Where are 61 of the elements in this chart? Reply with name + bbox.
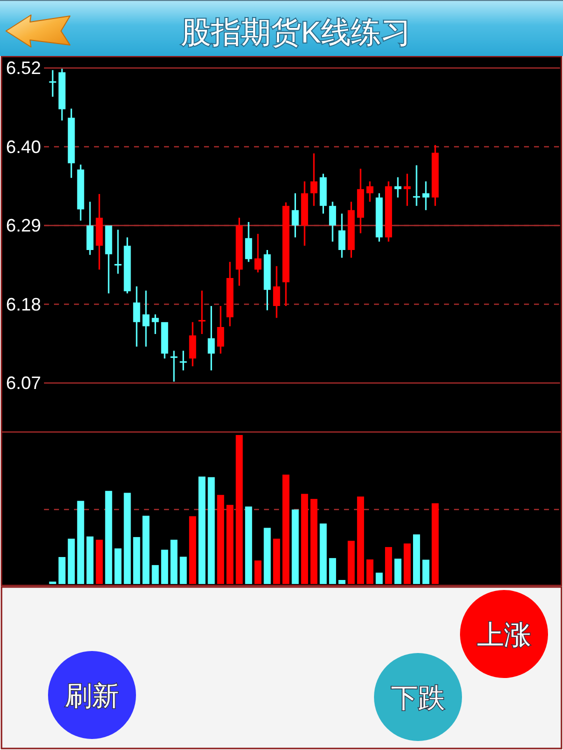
bar	[236, 435, 243, 584]
bar	[170, 540, 178, 584]
bar	[394, 558, 402, 584]
text: 刷新	[65, 681, 119, 711]
bar	[105, 490, 112, 584]
candlestick	[413, 165, 420, 206]
bar	[189, 516, 196, 584]
y-tick-label: 6.40	[6, 136, 42, 157]
bar	[86, 536, 94, 584]
bar	[320, 524, 327, 584]
y-tick-label: 6.07	[6, 373, 42, 393]
bar	[273, 538, 280, 584]
bar	[357, 496, 364, 584]
y-tick-label: 6.52	[6, 58, 42, 78]
bar	[338, 580, 346, 584]
round-button[interactable]	[374, 653, 462, 741]
candlestick	[198, 290, 206, 334]
round-button[interactable]	[460, 590, 548, 678]
candlestick	[180, 350, 187, 370]
candlestick	[170, 350, 178, 382]
bar	[282, 474, 290, 584]
bar	[124, 492, 131, 584]
bar	[133, 537, 140, 584]
bar	[310, 498, 318, 584]
round-button[interactable]	[48, 651, 136, 739]
bar	[301, 494, 308, 584]
bar	[77, 500, 84, 584]
bar	[422, 560, 430, 584]
bar	[404, 543, 411, 584]
bar	[376, 572, 383, 584]
bar	[217, 494, 224, 584]
candlestick	[114, 230, 122, 274]
candlestick	[142, 290, 150, 347]
bar	[385, 547, 392, 584]
bar	[142, 516, 150, 584]
bar	[254, 560, 262, 584]
bar	[161, 550, 168, 584]
bar	[68, 538, 75, 584]
bar	[152, 565, 159, 584]
bar	[432, 503, 439, 584]
bar	[264, 528, 271, 584]
chart-title: 股指期货K线练习	[180, 16, 412, 50]
bar	[198, 476, 206, 584]
bar	[413, 534, 420, 584]
bar	[114, 548, 122, 584]
candlestick	[404, 174, 411, 206]
bar	[180, 556, 187, 584]
bar	[348, 540, 355, 584]
bar	[208, 477, 215, 584]
bar	[96, 540, 103, 584]
bar	[366, 559, 374, 584]
bar	[245, 506, 252, 584]
bar	[226, 504, 234, 584]
candlestick	[49, 70, 56, 97]
bar	[58, 557, 66, 584]
y-tick-label: 6.29	[6, 216, 42, 236]
bar	[292, 510, 299, 584]
text: 上涨	[477, 620, 531, 650]
bar	[329, 558, 336, 584]
text: 下跌	[391, 683, 445, 713]
y-tick-label: 6.18	[6, 294, 42, 314]
